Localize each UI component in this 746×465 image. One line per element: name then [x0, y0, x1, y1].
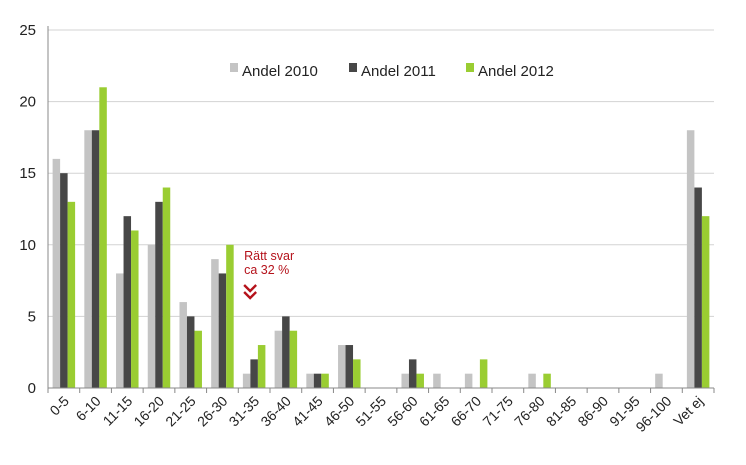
bar	[416, 373, 424, 388]
x-tick-label: 6-10	[73, 393, 104, 424]
x-tick-label: 21-25	[162, 393, 199, 430]
bar	[543, 373, 551, 388]
bar	[401, 373, 409, 388]
x-tick-label: 66-70	[448, 393, 485, 430]
bar	[211, 259, 219, 388]
bar	[123, 216, 132, 388]
x-tick-label: 51-55	[352, 393, 389, 430]
y-tick-labels: 0 5 10 15 20 25	[19, 22, 36, 397]
y-tick-label: 20	[19, 94, 36, 111]
bar	[479, 359, 488, 388]
bar	[338, 345, 346, 388]
bar	[686, 130, 695, 389]
x-tick-label: 76-80	[511, 393, 548, 430]
legend-swatch	[349, 63, 357, 72]
bar	[655, 373, 663, 388]
legend: Andel 2010 Andel 2011 Andel 2012	[230, 63, 554, 80]
x-tick-label: 26-30	[194, 393, 231, 430]
bar	[155, 201, 163, 388]
y-tick-label: 15	[19, 165, 36, 182]
bar	[60, 173, 68, 388]
bar	[147, 244, 156, 388]
bar	[186, 316, 195, 388]
bar	[464, 373, 473, 388]
bar	[282, 316, 290, 388]
bar	[242, 373, 251, 388]
bars	[52, 87, 710, 389]
x-tick-label: 96-100	[632, 393, 674, 435]
x-tick-label: 0-5	[46, 393, 72, 419]
bar	[701, 216, 710, 388]
annotation-label: Rätt svar	[244, 249, 294, 263]
bar	[313, 373, 322, 388]
y-tick-label: 5	[28, 308, 36, 325]
x-tick-label: 71-75	[479, 393, 516, 430]
bar	[694, 187, 702, 388]
bar	[99, 87, 107, 388]
x-tick-label: 11-15	[100, 393, 136, 429]
x-tick-label: Vet ej	[670, 393, 706, 429]
bar	[250, 359, 258, 388]
bar	[162, 187, 171, 388]
annotation-label: ca 32 %	[244, 263, 289, 277]
bar	[226, 244, 234, 388]
bar	[528, 373, 536, 388]
bar	[116, 273, 124, 388]
bar	[194, 330, 202, 388]
x-tick-label: 46-50	[321, 393, 358, 430]
bar	[131, 230, 139, 388]
bar	[345, 345, 354, 388]
legend-label: Andel 2011	[361, 63, 436, 80]
legend-label: Andel 2012	[478, 63, 554, 80]
x-tick-label: 36-40	[257, 393, 294, 430]
x-tick-label: 16-20	[130, 393, 167, 430]
bar	[257, 345, 266, 388]
axes	[47, 26, 715, 393]
x-tick-labels: 0-5 6-1011-1516-2021-2526-3031-3536-4041-…	[46, 393, 706, 435]
bar	[218, 273, 227, 388]
chevron-down-icon	[243, 291, 257, 300]
legend-label: Andel 2010	[242, 63, 318, 80]
y-tick-label: 10	[19, 237, 36, 254]
x-tick-label: 86-90	[574, 393, 611, 430]
bar	[179, 302, 187, 388]
bar	[91, 130, 100, 389]
x-tick-label: 56-60	[384, 393, 421, 430]
x-tick-label: 31-35	[226, 393, 263, 430]
y-tick-label: 25	[19, 22, 36, 39]
bar	[84, 130, 92, 389]
bar	[306, 373, 314, 388]
bar	[321, 373, 329, 388]
bar	[353, 359, 361, 388]
legend-swatch	[230, 63, 238, 72]
bar	[433, 373, 441, 388]
x-tick-label: 41-45	[289, 393, 326, 430]
bar	[274, 330, 283, 388]
chevron-down-icon	[243, 284, 257, 293]
y-tick-label: 0	[28, 380, 36, 397]
bar	[67, 201, 76, 388]
bar	[408, 359, 417, 388]
bar	[52, 158, 61, 388]
legend-swatch	[466, 63, 474, 72]
x-tick-label: 81-85	[543, 393, 580, 430]
bar	[289, 330, 298, 388]
x-tick-label: 61-65	[416, 393, 453, 430]
